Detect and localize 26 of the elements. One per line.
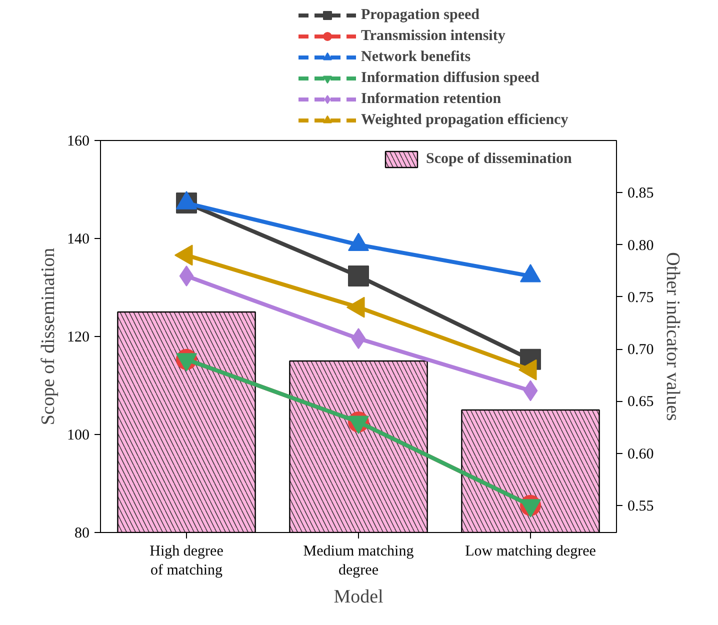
- legend-label: Information diffusion speed: [361, 68, 540, 88]
- y-tick-label: 160: [67, 134, 90, 150]
- y2-tick-label: 0.55: [628, 498, 654, 514]
- y2-tick-label: 0.85: [628, 186, 654, 202]
- y2-tick-label: 0.65: [628, 394, 654, 410]
- legend-label: Information retention: [361, 90, 502, 108]
- y2-tick-label: 0.80: [628, 238, 654, 254]
- point: [348, 266, 369, 287]
- y2-tick-label: 0.75: [628, 290, 654, 306]
- y2-tick-label: 0.60: [628, 446, 654, 462]
- y-tick-label: 120: [67, 330, 90, 346]
- legend-label: Weighted propagation efficiency: [361, 110, 568, 130]
- x-tick-label: Medium matching degree: [303, 544, 414, 579]
- legend-label: Network benefits: [361, 48, 471, 66]
- y2-tick-label: 0.70: [628, 342, 654, 358]
- x-tick-label: High degree of matching: [150, 544, 224, 579]
- legend-label: Scope of dissemination: [426, 150, 572, 168]
- legend-label: Propagation speed: [361, 6, 480, 24]
- legend-label: Transmission intensity: [361, 26, 506, 46]
- x-axis-title: Model: [334, 586, 384, 608]
- y-tick-label: 140: [67, 232, 90, 248]
- y-axis-title: Scope of dissemination: [38, 247, 59, 426]
- y2-axis-title: Other indicator values: [662, 252, 683, 421]
- y-tick-label: 100: [67, 428, 90, 444]
- x-tick-label: Low matching degree: [465, 544, 596, 560]
- y-tick-label: 80: [74, 526, 90, 542]
